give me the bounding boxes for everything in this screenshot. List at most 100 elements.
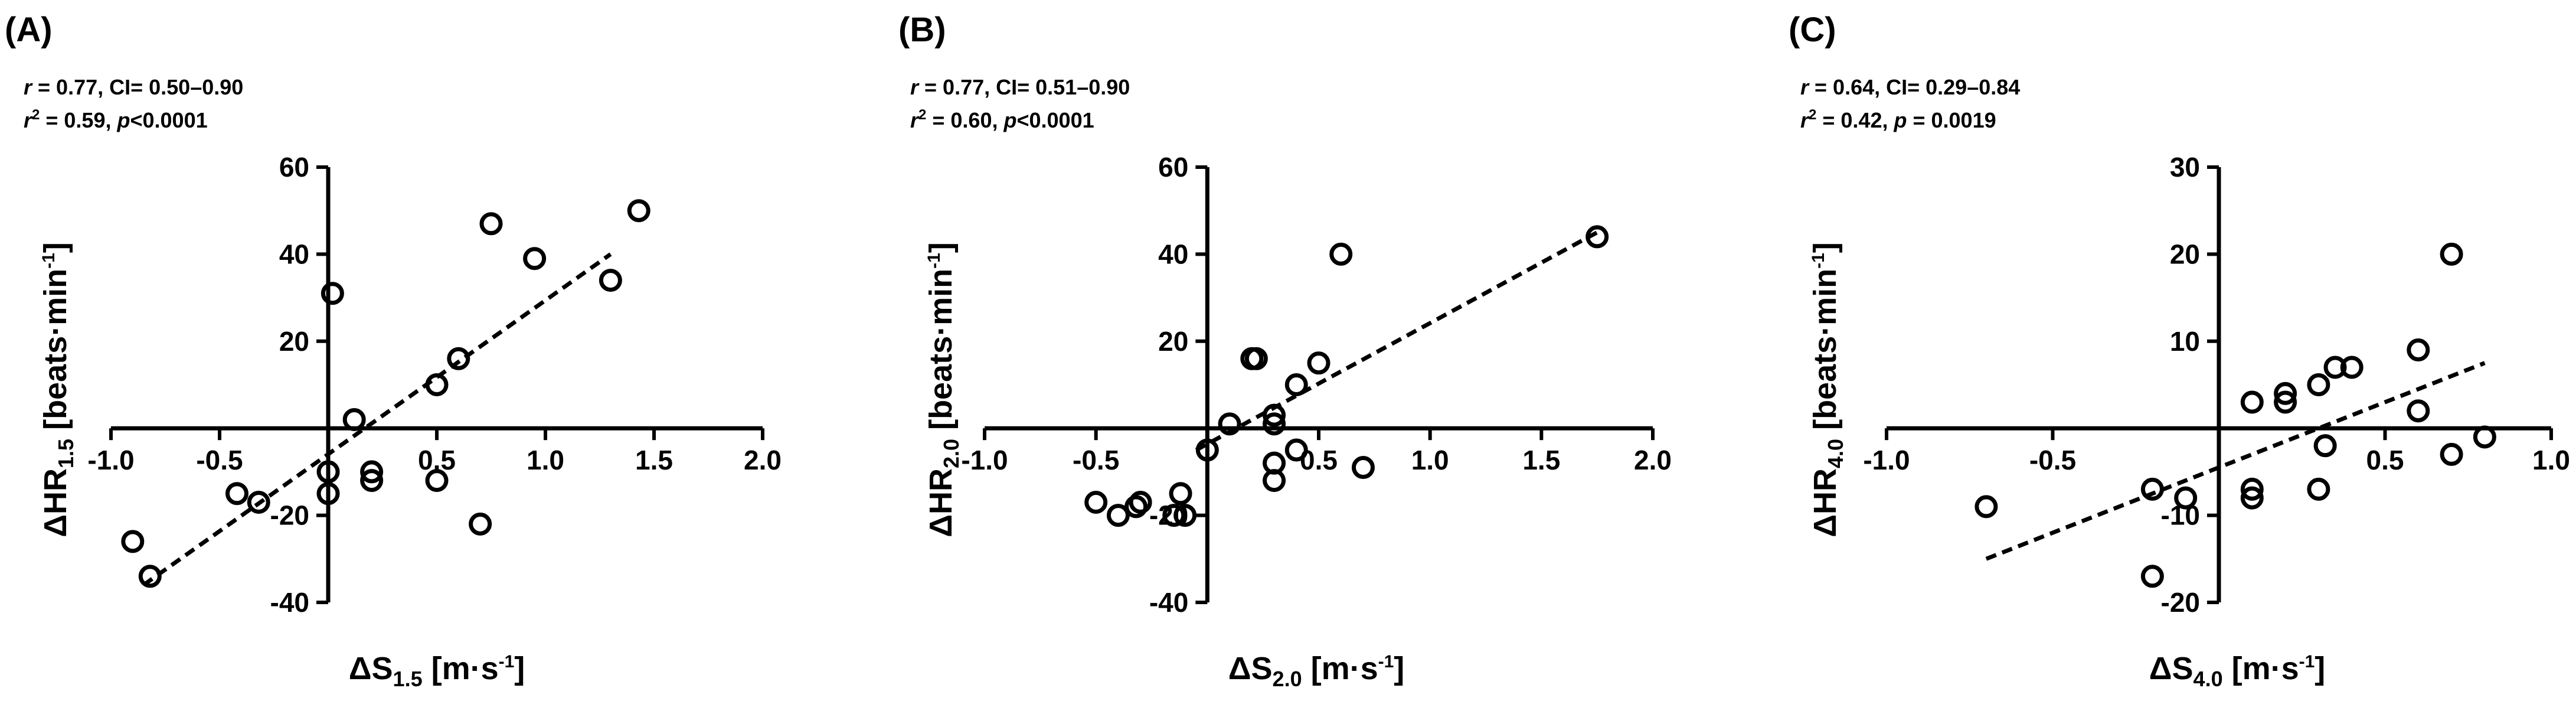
y-tick-label: 60 [279,152,309,182]
data-point [425,469,449,493]
x-tick-label: 1.0 [527,445,564,475]
x-tick-label: 1.0 [2532,445,2570,475]
x-tick-label: 1.0 [1411,445,1449,475]
data-point [2140,477,2164,501]
x-tick-label: -0.5 [196,445,243,475]
x-tick-label: -1.0 [961,445,1008,475]
data-point [2307,477,2330,501]
data-point [1586,225,1609,249]
data-point [1084,490,1108,514]
regression-line [142,252,612,587]
y-tick-label: 10 [2170,326,2200,357]
regression-line [1985,361,2486,561]
regression-line [1195,230,1598,452]
data-point [2440,442,2463,466]
data-point [599,269,622,292]
data-point [2323,356,2347,379]
data-point [2140,565,2164,588]
data-point [360,460,384,484]
x-tick-label: -1.0 [87,445,134,475]
x-tick-label: -0.5 [2029,445,2076,475]
y-tick-label: 60 [1158,152,1188,182]
y-tick-label: 40 [279,239,309,269]
correlation-stats-line2: r2 = 0.42, p = 0.0019 [1800,107,1996,132]
data-point [2440,242,2463,266]
y-tick-label: 20 [2170,239,2200,269]
data-point [2240,486,2264,510]
scatter-panel-2: (B) r = 0.77, CI= 0.51–0.90 r2 = 0.60, p<0… [898,11,1672,691]
data-point [138,565,162,588]
y-tick-label: 30 [2170,152,2200,182]
data-point [342,407,366,431]
y-tick-label: 40 [1158,239,1188,269]
scatter-panel-3: (C) r = 0.64, CI= 0.29–0.84 r2 = 0.42, p =… [1789,11,2570,691]
data-point [1263,469,1286,493]
data-point [1195,438,1219,462]
data-point [2313,434,2337,458]
data-point [1106,504,1130,527]
y-tick-label: -20 [270,500,309,531]
data-point [1263,403,1286,427]
data-point [1284,438,1308,462]
data-point [1173,504,1197,527]
y-tick-label: -40 [270,587,309,618]
panel-label: (A) [5,11,53,49]
data-point [121,530,145,553]
panel-label: (C) [1789,11,1836,49]
panel-label: (B) [898,11,946,49]
data-point [316,482,340,506]
data-point [2340,356,2363,379]
data-point [2174,486,2198,510]
y-tick-label: 20 [1158,326,1188,357]
data-point [2240,477,2264,501]
y-tick-label: -20 [2161,587,2200,618]
data-point [1263,412,1286,436]
x-tick-label: -0.5 [1073,445,1119,475]
data-point [425,373,449,396]
data-point [2240,390,2264,414]
data-point [523,247,547,270]
data-point [1975,495,1998,519]
x-axis-label: ΔS4.0 [m·s-1] [2149,651,2326,691]
data-point [2407,338,2430,362]
y-axis-label: ΔHR2.0 [beats·min-1] [923,242,963,537]
data-point [469,512,492,536]
data-point [1124,495,1148,519]
data-point [321,282,344,305]
data-point [316,460,340,484]
y-axis-label: ΔHR1.5 [beats·min-1] [38,242,78,537]
data-point [1307,351,1331,375]
data-point [2274,382,2297,405]
y-tick-label: 20 [279,326,309,357]
data-point [1329,242,1353,266]
data-point [247,490,270,514]
data-point [2407,399,2430,423]
data-point [1284,373,1308,396]
correlation-stats-line1: r = 0.77, CI= 0.50–0.90 [24,75,243,99]
correlation-stats-line2: r2 = 0.59, p<0.0001 [24,107,208,132]
data-point [1169,482,1192,506]
data-point [479,212,503,236]
data-point [360,469,384,493]
data-point [1244,347,1268,370]
x-tick-label: 1.5 [635,445,673,475]
data-point [1218,412,1241,436]
data-point [627,199,650,223]
correlation-stats-line2: r2 = 0.60, p<0.0001 [910,107,1094,132]
data-point [225,482,249,506]
correlation-stats-line1: r = 0.77, CI= 0.51–0.90 [910,75,1130,99]
y-tick-label: -40 [1149,587,1188,618]
data-point [1162,504,1186,527]
scatter-panel-1: (A) r = 0.77, CI= 0.50–0.90 r2 = 0.59, p<0… [5,11,782,691]
data-point [447,347,470,370]
correlation-stats-line1: r = 0.64, CI= 0.29–0.84 [1800,75,2020,99]
data-point [1351,456,1375,480]
x-tick-label: 2.0 [744,445,782,475]
data-point [2274,390,2297,414]
x-tick-label: 1.5 [1522,445,1560,475]
x-tick-label: 0.5 [2366,445,2404,475]
data-point [2307,373,2330,396]
data-point [1129,490,1152,514]
x-tick-label: 2.0 [1634,445,1672,475]
